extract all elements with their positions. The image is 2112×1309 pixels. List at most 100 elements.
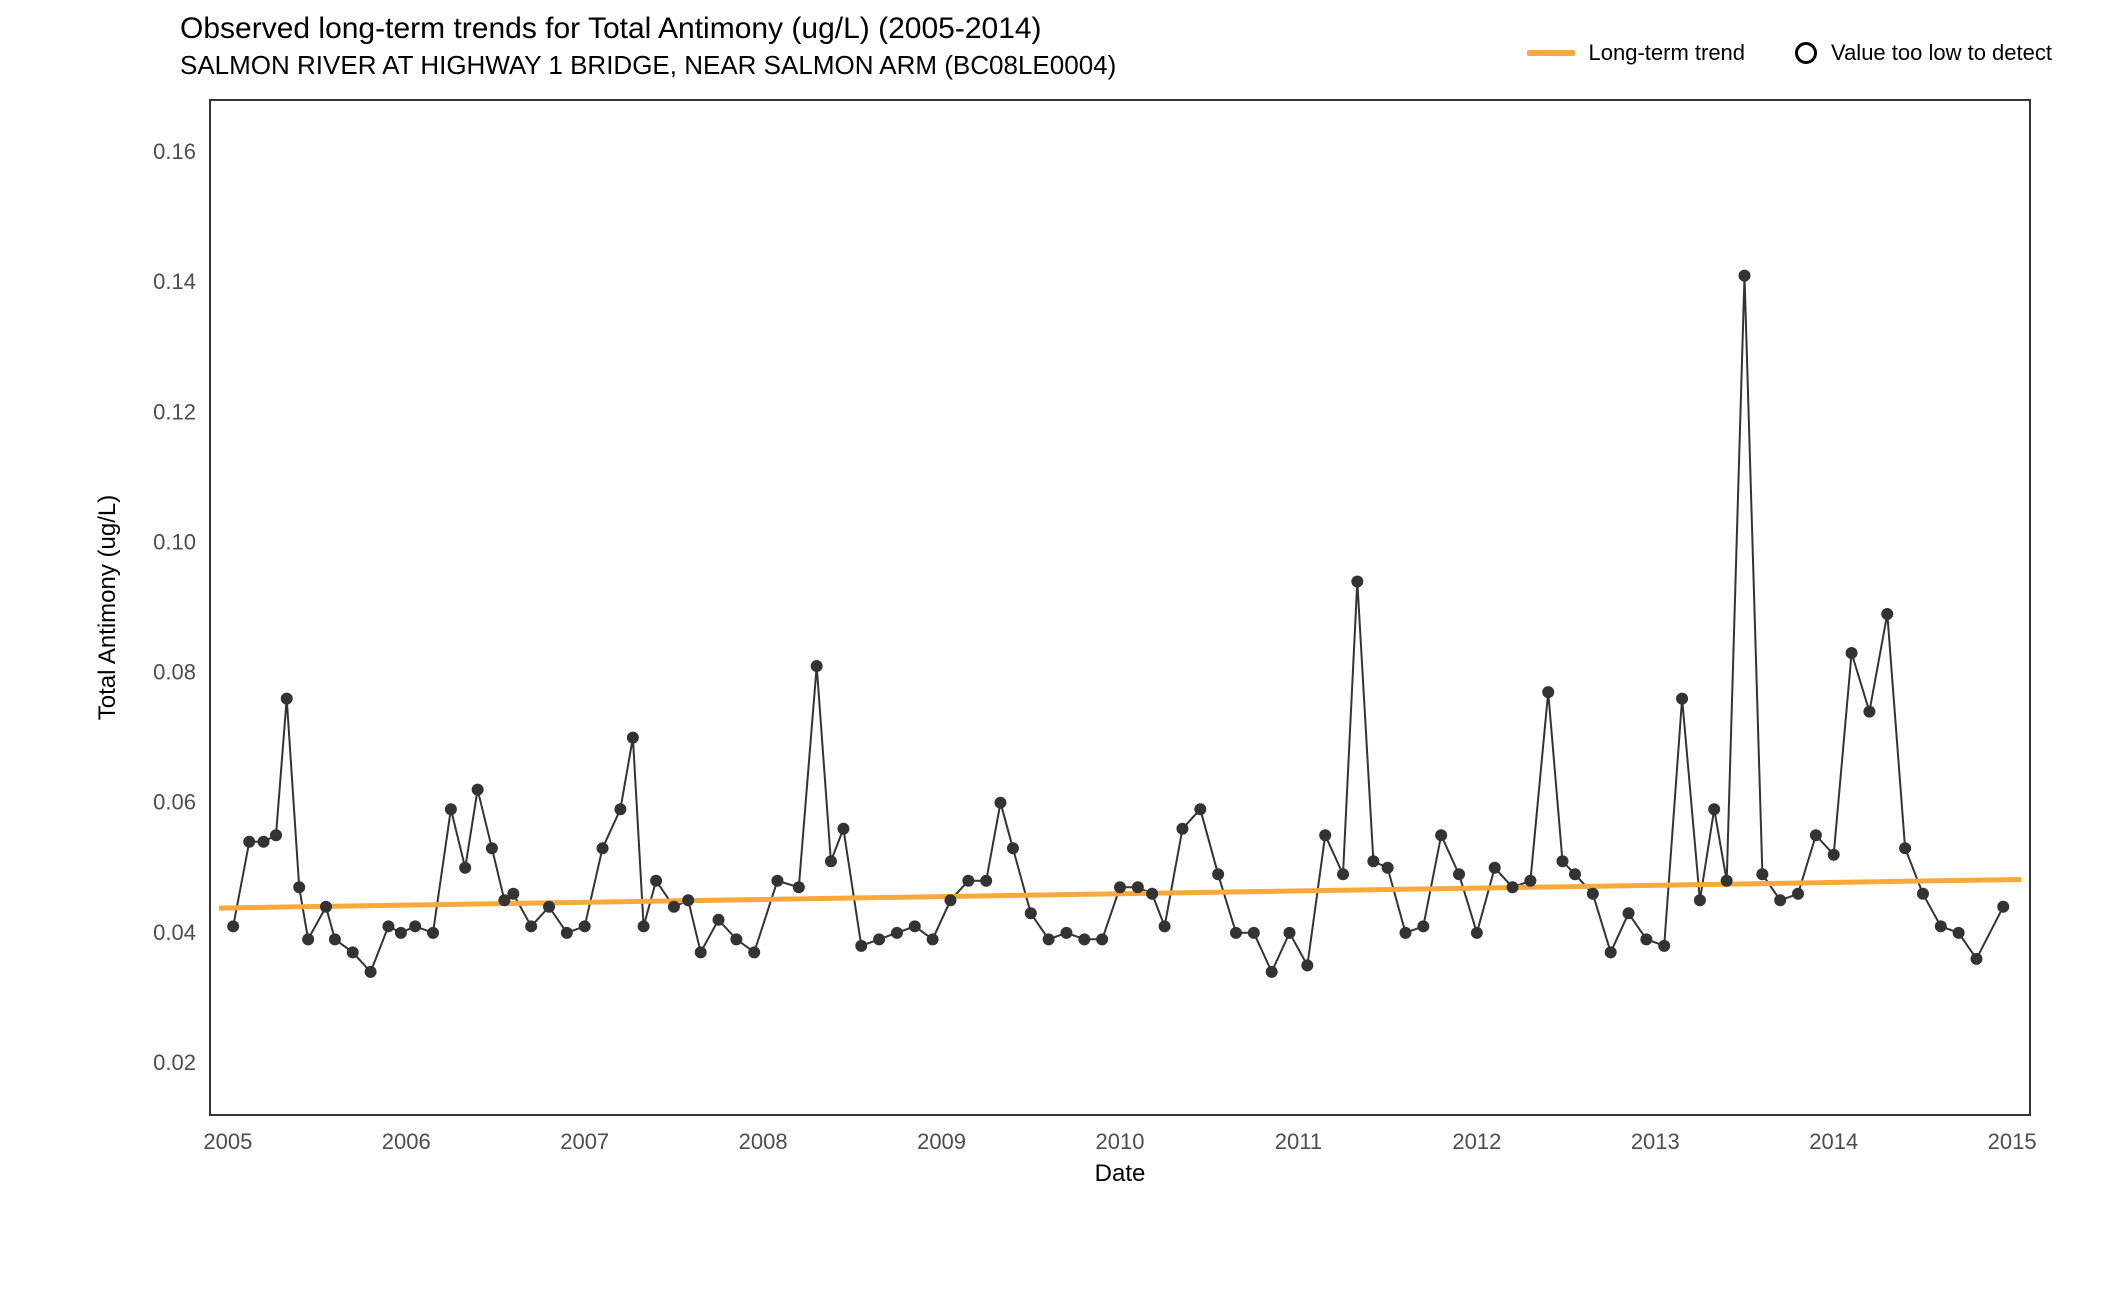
- data-point: [981, 875, 992, 886]
- data-point: [1195, 804, 1206, 815]
- legend-trend-label: Long-term trend: [1589, 40, 1746, 66]
- data-point: [526, 921, 537, 932]
- data-point: [1641, 934, 1652, 945]
- data-point: [395, 927, 406, 938]
- data-point: [329, 934, 340, 945]
- data-point: [772, 875, 783, 886]
- x-tick-label: 2015: [1988, 1129, 2037, 1154]
- data-point: [793, 882, 804, 893]
- trend-swatch: [1527, 50, 1575, 56]
- data-point: [1917, 888, 1928, 899]
- data-point: [668, 901, 679, 912]
- data-point: [1284, 927, 1295, 938]
- data-point: [1230, 927, 1241, 938]
- data-point: [1557, 856, 1568, 867]
- data-point: [271, 830, 282, 841]
- data-point: [561, 927, 572, 938]
- data-point: [1953, 927, 1964, 938]
- x-tick-label: 2013: [1631, 1129, 1680, 1154]
- data-point: [838, 823, 849, 834]
- data-point: [1709, 804, 1720, 815]
- x-tick-label: 2008: [739, 1129, 788, 1154]
- data-point: [579, 921, 590, 932]
- data-point: [825, 856, 836, 867]
- x-tick-label: 2007: [560, 1129, 609, 1154]
- data-point: [1694, 895, 1705, 906]
- data-point: [1248, 927, 1259, 938]
- data-point: [1525, 875, 1536, 886]
- data-point: [1775, 895, 1786, 906]
- data-point: [1025, 908, 1036, 919]
- y-tick-label: 0.16: [153, 139, 196, 164]
- x-tick-label: 2006: [382, 1129, 431, 1154]
- data-point: [1061, 927, 1072, 938]
- data-point: [1570, 869, 1581, 880]
- panel-border: [210, 100, 2030, 1115]
- data-line: [233, 276, 2003, 972]
- data-point: [597, 843, 608, 854]
- x-tick-label: 2009: [917, 1129, 966, 1154]
- data-point: [1846, 648, 1857, 659]
- y-tick-label: 0.12: [153, 399, 196, 424]
- chart-subtitle: SALMON RIVER AT HIGHWAY 1 BRIDGE, NEAR S…: [180, 50, 1116, 81]
- data-point: [486, 843, 497, 854]
- chart-svg: 0.020.040.060.080.100.120.140.1620052006…: [45, 95, 2055, 1195]
- chart-title: Observed long-term trends for Total Anti…: [180, 12, 1116, 46]
- data-point: [749, 947, 760, 958]
- data-point: [244, 836, 255, 847]
- data-point: [856, 940, 867, 951]
- data-point: [945, 895, 956, 906]
- data-point: [927, 934, 938, 945]
- data-point: [428, 927, 439, 938]
- data-point: [1159, 921, 1170, 932]
- data-point: [445, 804, 456, 815]
- data-point: [1382, 862, 1393, 873]
- data-point: [1079, 934, 1090, 945]
- data-point: [1454, 869, 1465, 880]
- y-tick-label: 0.10: [153, 529, 196, 554]
- data-point: [713, 914, 724, 925]
- x-tick-label: 2011: [1275, 1129, 1322, 1154]
- data-point: [1864, 706, 1875, 717]
- data-point: [410, 921, 421, 932]
- y-tick-label: 0.08: [153, 660, 196, 685]
- data-point: [508, 888, 519, 899]
- data-point: [1587, 888, 1598, 899]
- data-point: [1810, 830, 1821, 841]
- data-point: [1352, 576, 1363, 587]
- data-point: [1739, 270, 1750, 281]
- data-point: [627, 732, 638, 743]
- x-tick-label: 2014: [1809, 1129, 1858, 1154]
- data-point: [811, 661, 822, 672]
- data-point: [638, 921, 649, 932]
- data-point: [294, 882, 305, 893]
- data-point: [1623, 908, 1634, 919]
- data-point: [1007, 843, 1018, 854]
- data-point: [963, 875, 974, 886]
- data-point: [258, 836, 269, 847]
- data-point: [472, 784, 483, 795]
- data-point: [1115, 882, 1126, 893]
- legend-item-low: Value too low to detect: [1795, 40, 2052, 66]
- x-axis-label: Date: [1095, 1160, 1146, 1187]
- data-point: [1213, 869, 1224, 880]
- data-point: [1900, 843, 1911, 854]
- data-point: [1266, 966, 1277, 977]
- data-point: [1757, 869, 1768, 880]
- data-point: [683, 895, 694, 906]
- y-tick-label: 0.02: [153, 1050, 196, 1075]
- data-point: [1418, 921, 1429, 932]
- data-point: [228, 921, 239, 932]
- y-axis-label: Total Antimony (ug/L): [94, 495, 121, 720]
- data-point: [320, 901, 331, 912]
- data-point: [281, 693, 292, 704]
- data-point: [1302, 960, 1313, 971]
- low-marker-icon: [1795, 42, 1817, 64]
- data-point: [909, 921, 920, 932]
- legend-low-label: Value too low to detect: [1831, 40, 2052, 66]
- data-point: [1177, 823, 1188, 834]
- x-axis: 2005200620072008200920102011201220132014…: [203, 1115, 2036, 1154]
- data-point: [1097, 934, 1108, 945]
- data-point: [1489, 862, 1500, 873]
- data-point: [1471, 927, 1482, 938]
